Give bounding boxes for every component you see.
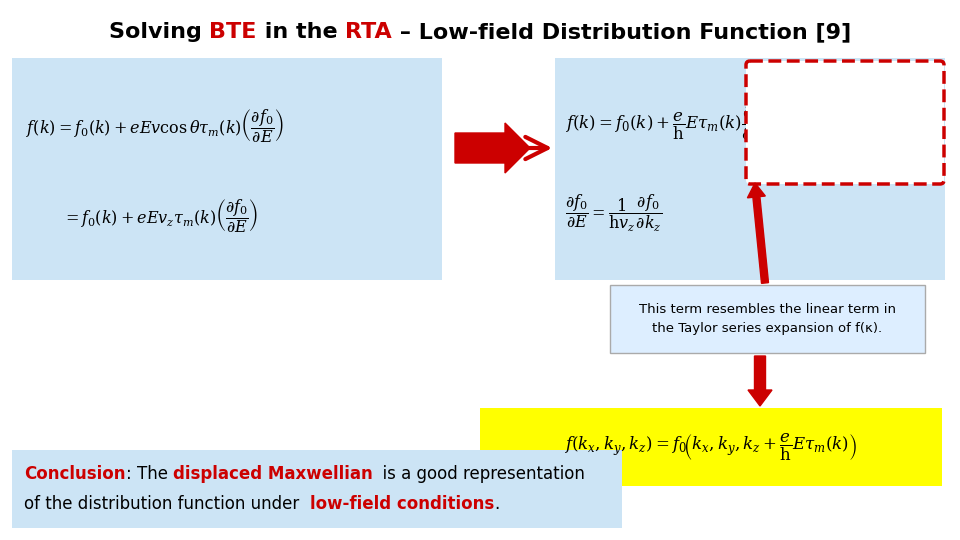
Text: Solving: Solving: [108, 22, 209, 42]
FancyArrow shape: [455, 123, 530, 173]
Text: in the: in the: [257, 22, 346, 42]
FancyBboxPatch shape: [746, 61, 944, 184]
FancyBboxPatch shape: [12, 450, 622, 528]
Text: low-field conditions: low-field conditions: [310, 495, 494, 513]
Text: is a good representation: is a good representation: [372, 465, 586, 483]
Text: $f(k) = f_0(k) + \dfrac{e}{\mathrm{h}}E\tau_m(k)\dfrac{\partial f_0}{\partial k_: $f(k) = f_0(k) + \dfrac{e}{\mathrm{h}}E\…: [565, 102, 769, 144]
Text: $f(k_x,k_y,k_z) = f_0\!\left(k_x,k_y,k_z + \dfrac{e}{\mathrm{h}}E\tau_m(k)\right: $f(k_x,k_y,k_z) = f_0\!\left(k_x,k_y,k_z…: [564, 431, 857, 463]
Text: of the distribution function under: of the distribution function under: [24, 495, 310, 513]
FancyArrow shape: [748, 183, 769, 284]
FancyBboxPatch shape: [12, 58, 442, 280]
Text: RTA: RTA: [346, 22, 392, 42]
Text: displaced Maxwellian: displaced Maxwellian: [173, 465, 372, 483]
FancyArrow shape: [748, 356, 772, 406]
FancyBboxPatch shape: [610, 285, 925, 353]
Text: $= f_0(k) + eEv_z\tau_m(k)\left(\dfrac{\partial f_0}{\partial E}\right)$: $= f_0(k) + eEv_z\tau_m(k)\left(\dfrac{\…: [62, 197, 258, 235]
FancyBboxPatch shape: [480, 408, 942, 486]
Text: : The: : The: [126, 465, 173, 483]
FancyBboxPatch shape: [555, 58, 945, 280]
Text: This term resembles the linear term in
the Taylor series expansion of f(κ).: This term resembles the linear term in t…: [639, 303, 896, 335]
Text: $f(k) = f_0(k) + eEv\cos\theta\tau_m(k)\left(\dfrac{\partial f_0}{\partial E}\ri: $f(k) = f_0(k) + eEv\cos\theta\tau_m(k)\…: [26, 107, 284, 145]
Text: .: .: [494, 495, 499, 513]
Text: Conclusion: Conclusion: [24, 465, 126, 483]
Text: – Low-field Distribution Function [9]: – Low-field Distribution Function [9]: [392, 22, 852, 42]
Text: $\dfrac{\partial f_0}{\partial E} = \dfrac{1}{\mathrm{h}v_z}\dfrac{\partial f_0}: $\dfrac{\partial f_0}{\partial E} = \dfr…: [565, 192, 662, 234]
Text: BTE: BTE: [209, 22, 257, 42]
